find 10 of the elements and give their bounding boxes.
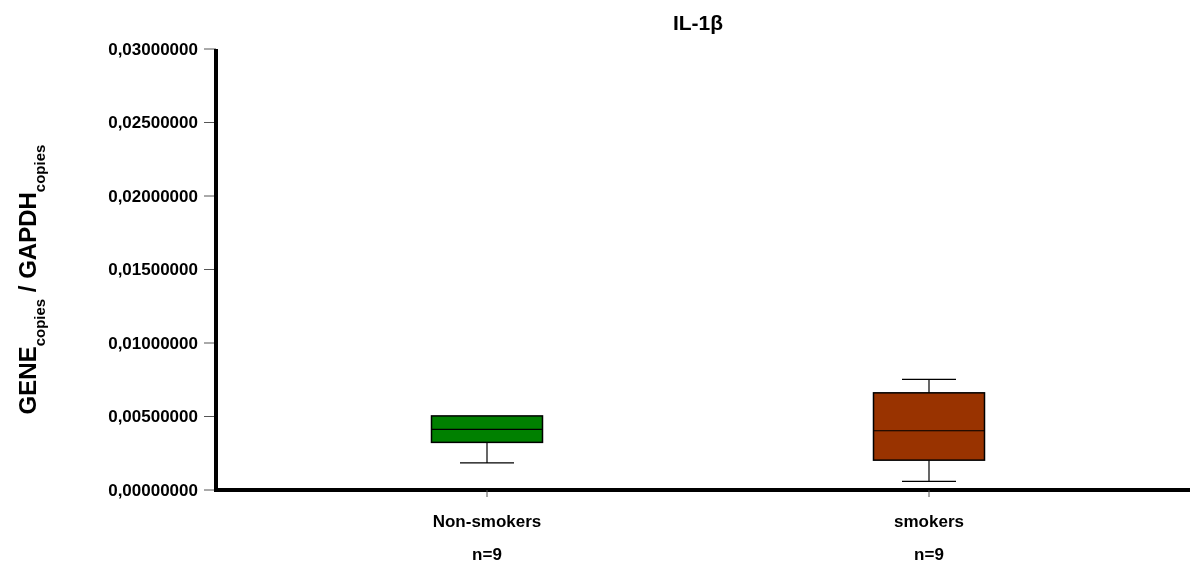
- y-tick-label: 0,02000000: [108, 186, 198, 206]
- y-tick-label: 0,01500000: [108, 260, 198, 280]
- chart-title: IL-1β: [672, 11, 724, 34]
- y-tick-label: 0,03000000: [108, 39, 198, 59]
- y-tick-label: 0,00500000: [108, 407, 198, 427]
- y-tick-label: 0,00000000: [108, 480, 198, 500]
- y-tick-label: 0,02500000: [108, 113, 198, 133]
- x-tick-label: smokers n=9: [894, 512, 964, 564]
- y-tick-label: 0,01000000: [108, 333, 198, 353]
- x-tick-label: Non-smokers n=9: [432, 512, 542, 564]
